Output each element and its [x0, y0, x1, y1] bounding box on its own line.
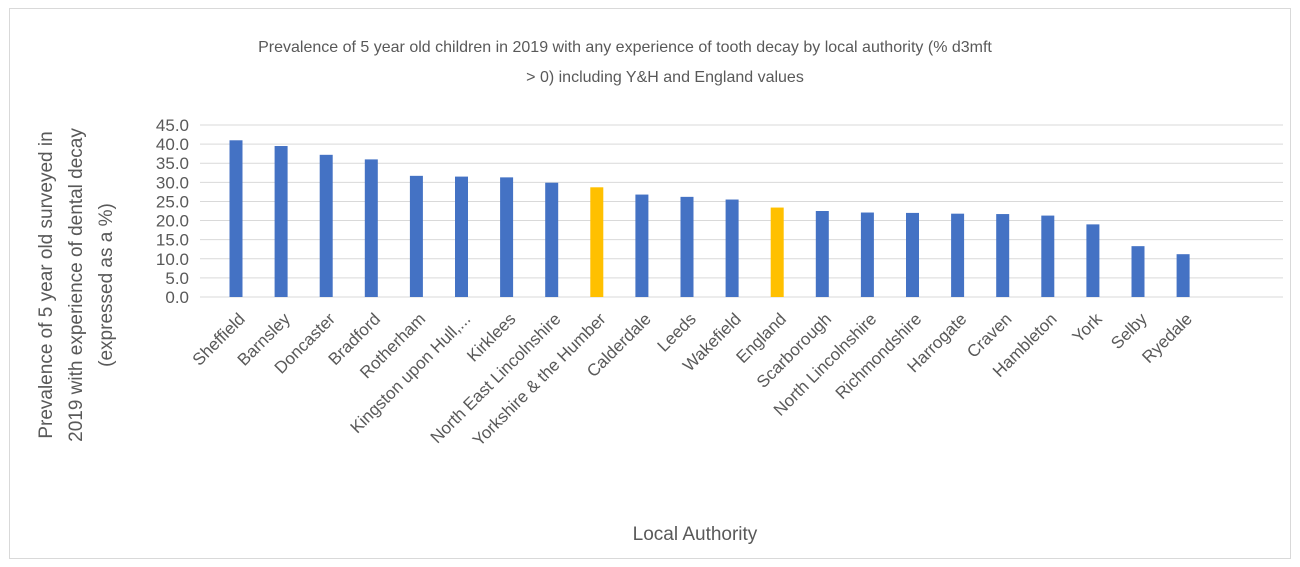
y-tick-label: 15.0 — [156, 231, 189, 250]
y-tick-label: 0.0 — [165, 288, 189, 307]
y-tick-label: 35.0 — [156, 154, 189, 173]
chart-title-line-2: > 0) including Y&H and England values — [526, 69, 804, 86]
bar — [545, 182, 559, 297]
chart-frame — [9, 8, 1291, 559]
y-tick-label: 20.0 — [156, 212, 189, 231]
bar — [500, 177, 514, 297]
x-tick-label: York — [1069, 309, 1106, 346]
y-axis-title-line-3: (expressed as a %) — [96, 203, 117, 367]
y-tick-label: 10.0 — [156, 250, 189, 269]
bar — [996, 214, 1010, 297]
bar — [274, 146, 288, 297]
bar — [1131, 246, 1145, 297]
bar — [319, 154, 333, 297]
y-tick-labels: 0.05.010.015.020.025.030.035.040.045.0 — [156, 116, 189, 307]
bar — [1176, 254, 1190, 297]
bar — [409, 175, 423, 297]
x-axis-title: Local Authority — [633, 524, 758, 545]
bar — [725, 199, 739, 297]
bar — [680, 196, 694, 297]
bar — [364, 159, 378, 297]
bar — [1041, 215, 1055, 297]
bar — [455, 176, 468, 297]
bar — [860, 212, 874, 297]
bars — [229, 140, 1190, 297]
bar — [770, 207, 784, 297]
y-tick-label: 5.0 — [165, 269, 189, 288]
y-axis-title: Prevalence of 5 year old surveyed in 201… — [36, 128, 117, 442]
y-tick-label: 30.0 — [156, 173, 189, 192]
bar — [635, 194, 649, 297]
bar — [951, 213, 965, 297]
x-tick-labels: SheffieldBarnsleyDoncasterBradfordRother… — [189, 309, 1196, 450]
y-tick-label: 25.0 — [156, 192, 189, 211]
bar — [590, 187, 604, 297]
y-axis-title-line-1: Prevalence of 5 year old surveyed in — [36, 131, 57, 438]
bar — [229, 140, 243, 297]
chart-title-line-1: Prevalence of 5 year old children in 201… — [258, 39, 992, 56]
bar — [815, 211, 829, 297]
bar — [1086, 224, 1100, 297]
bar — [906, 212, 919, 297]
gridlines — [200, 124, 1283, 298]
x-tick-label: Ryedale — [1138, 309, 1196, 367]
y-tick-label: 45.0 — [156, 116, 189, 135]
y-axis-title-line-2: 2019 with experience of dental decay — [66, 128, 87, 442]
y-tick-label: 40.0 — [156, 135, 189, 154]
